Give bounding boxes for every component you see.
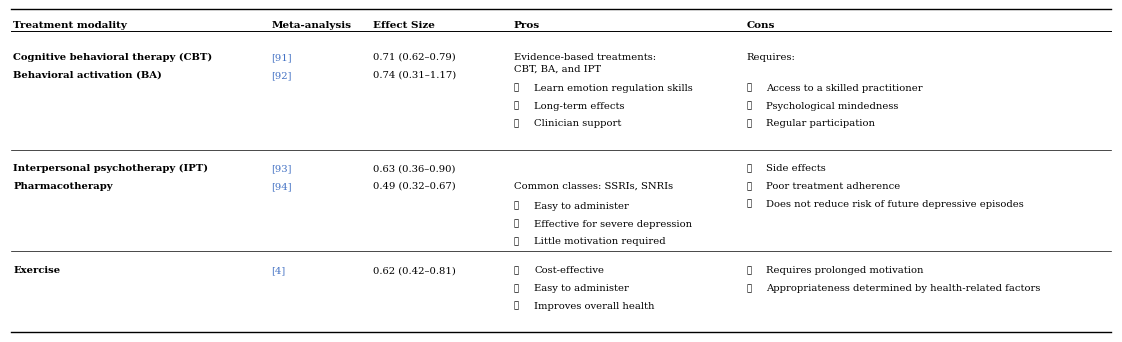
Text: Evidence-based treatments:: Evidence-based treatments: <box>514 53 656 62</box>
Text: Cost-effective: Cost-effective <box>534 266 604 275</box>
Text: 0.49 (0.32–0.67): 0.49 (0.32–0.67) <box>373 182 456 191</box>
Text: Easy to administer: Easy to administer <box>534 202 629 211</box>
Text: Access to a skilled practitioner: Access to a skilled practitioner <box>766 84 923 93</box>
Text: ❖: ❖ <box>514 102 519 110</box>
Text: Behavioral activation (BA): Behavioral activation (BA) <box>13 71 163 80</box>
Text: 0.63 (0.36–0.90): 0.63 (0.36–0.90) <box>373 164 456 173</box>
Text: [91]: [91] <box>272 53 292 62</box>
Text: ❖: ❖ <box>514 202 519 211</box>
Text: Does not reduce risk of future depressive episodes: Does not reduce risk of future depressiv… <box>766 200 1024 209</box>
Text: ❖: ❖ <box>514 84 519 93</box>
Text: [4]: [4] <box>272 266 286 275</box>
Text: ❖: ❖ <box>746 284 752 293</box>
Text: Common classes: SSRIs, SNRIs: Common classes: SSRIs, SNRIs <box>514 182 673 191</box>
Text: ❖: ❖ <box>746 119 752 128</box>
Text: Effect Size: Effect Size <box>373 21 434 30</box>
Text: ❖: ❖ <box>514 284 519 293</box>
Text: ❖: ❖ <box>746 266 752 275</box>
Text: Poor treatment adherence: Poor treatment adherence <box>766 182 901 191</box>
Text: Appropriateness determined by health-related factors: Appropriateness determined by health-rel… <box>766 284 1041 293</box>
Text: ❖: ❖ <box>746 182 752 191</box>
Text: Little motivation required: Little motivation required <box>534 237 665 246</box>
Text: Pros: Pros <box>514 21 540 30</box>
Text: ❖: ❖ <box>514 302 519 311</box>
Text: Clinician support: Clinician support <box>534 119 622 128</box>
Text: 0.71 (0.62–0.79): 0.71 (0.62–0.79) <box>373 53 456 62</box>
Text: [94]: [94] <box>272 182 292 191</box>
Text: ❖: ❖ <box>746 84 752 93</box>
Text: Effective for severe depression: Effective for severe depression <box>534 220 692 228</box>
Text: 0.62 (0.42–0.81): 0.62 (0.42–0.81) <box>373 266 456 275</box>
Text: Learn emotion regulation skills: Learn emotion regulation skills <box>534 84 692 93</box>
Text: CBT, BA, and IPT: CBT, BA, and IPT <box>514 65 601 74</box>
Text: [92]: [92] <box>272 71 292 80</box>
Text: Pharmacotherapy: Pharmacotherapy <box>13 182 113 191</box>
Text: Requires:: Requires: <box>746 53 795 62</box>
Text: Long-term effects: Long-term effects <box>534 102 625 110</box>
Text: Treatment modality: Treatment modality <box>13 21 127 30</box>
Text: Regular participation: Regular participation <box>766 119 875 128</box>
Text: ❖: ❖ <box>514 220 519 228</box>
Text: Interpersonal psychotherapy (IPT): Interpersonal psychotherapy (IPT) <box>13 164 209 173</box>
Text: ❖: ❖ <box>514 237 519 246</box>
Text: Improves overall health: Improves overall health <box>534 302 654 311</box>
Text: [93]: [93] <box>272 164 292 173</box>
Text: Meta-analysis: Meta-analysis <box>272 21 351 30</box>
Text: 0.74 (0.31–1.17): 0.74 (0.31–1.17) <box>373 71 456 80</box>
Text: ❖: ❖ <box>746 164 752 173</box>
Text: ❖: ❖ <box>514 266 519 275</box>
Text: Side effects: Side effects <box>766 164 826 173</box>
Text: ❖: ❖ <box>746 200 752 209</box>
Text: Requires prolonged motivation: Requires prolonged motivation <box>766 266 923 275</box>
Text: ❖: ❖ <box>746 102 752 110</box>
Text: Cognitive behavioral therapy (CBT): Cognitive behavioral therapy (CBT) <box>13 53 213 62</box>
Text: Exercise: Exercise <box>13 266 61 275</box>
Text: Easy to administer: Easy to administer <box>534 284 629 293</box>
Text: Psychological mindedness: Psychological mindedness <box>766 102 899 110</box>
Text: ❖: ❖ <box>514 119 519 128</box>
Text: Cons: Cons <box>746 21 774 30</box>
